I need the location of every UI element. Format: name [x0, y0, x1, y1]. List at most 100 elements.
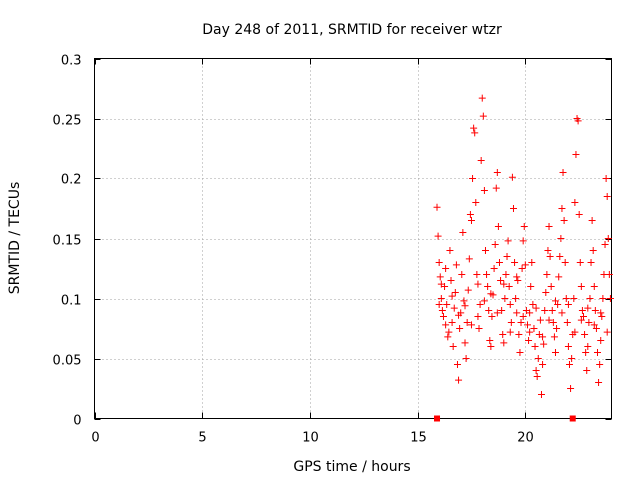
data-point [443, 301, 451, 308]
data-point [480, 187, 488, 194]
data-point [442, 321, 450, 329]
data-point [504, 237, 512, 245]
data-point [516, 349, 524, 356]
data-point [540, 340, 548, 348]
data-point [584, 343, 592, 350]
data-point [451, 289, 459, 296]
data-point [493, 169, 501, 176]
data-point [481, 247, 489, 254]
data-point [480, 297, 488, 305]
data-point [572, 151, 580, 158]
data-point [582, 349, 590, 356]
data-point [477, 157, 485, 164]
data-point [544, 247, 552, 254]
data-point [581, 331, 589, 338]
data-point [437, 295, 445, 302]
data-point [519, 313, 527, 320]
data-point [597, 309, 605, 317]
data-point [508, 173, 516, 181]
data-point [571, 199, 579, 206]
data-point [603, 328, 611, 336]
data-point [493, 309, 501, 317]
data-point [497, 277, 505, 284]
x-tick-label: 20 [517, 431, 534, 446]
zero-marker-point [434, 415, 441, 422]
data-point [455, 311, 463, 319]
data-point [453, 361, 461, 368]
data-point [513, 309, 521, 317]
data-point [556, 253, 564, 260]
data-point [530, 325, 538, 332]
data-point [474, 280, 482, 288]
data-point [478, 94, 486, 102]
data-point [465, 255, 473, 263]
data-point [483, 271, 491, 278]
data-point [511, 259, 519, 266]
y-tick-label: 0.25 [53, 114, 82, 129]
data-point [463, 319, 471, 326]
data-point [567, 385, 575, 392]
data-point [509, 205, 517, 212]
data-point [456, 325, 464, 332]
x-tick-label: 15 [410, 431, 427, 446]
data-point [539, 333, 547, 341]
data-point [459, 229, 467, 236]
data-point [464, 286, 472, 294]
data-point [450, 304, 458, 312]
data-point [470, 124, 478, 132]
data-point [507, 319, 515, 326]
data-point [448, 319, 456, 326]
data-point [521, 261, 529, 269]
data-point [461, 339, 469, 347]
data-point [506, 301, 514, 308]
data-point [435, 301, 443, 308]
data-point [545, 316, 553, 324]
data-point [520, 223, 528, 230]
data-point [539, 361, 547, 368]
data-point [532, 367, 540, 374]
data-point [554, 301, 562, 308]
data-point [589, 247, 597, 254]
data-point [491, 241, 499, 248]
data-point [559, 169, 567, 176]
data-point [597, 337, 605, 344]
data-point [495, 259, 503, 266]
x-axis-label: GPS time / hours [293, 459, 410, 475]
data-point [542, 289, 550, 296]
data-point [557, 235, 565, 242]
data-point [512, 295, 520, 302]
data-points [433, 94, 614, 422]
data-point [585, 319, 593, 326]
chart-title: Day 248 of 2011, SRMTID for receiver wtz… [202, 22, 502, 38]
y-tick-labels: 0 0.05 0.1 0.15 0.2 0.25 0.3 [53, 54, 82, 429]
data-point [529, 301, 537, 308]
data-point [591, 307, 599, 314]
data-point [531, 343, 539, 350]
data-point [596, 361, 604, 368]
data-point [494, 223, 502, 230]
data-point [460, 297, 468, 305]
y-tick-label: 0.3 [61, 54, 82, 69]
data-point [475, 325, 483, 332]
data-point [560, 217, 568, 224]
data-point [537, 391, 545, 398]
data-point [445, 328, 453, 336]
y-tick-label: 0.2 [61, 173, 82, 188]
data-point [523, 321, 531, 329]
data-point [485, 307, 493, 314]
data-point [601, 241, 609, 248]
data-point [476, 301, 484, 308]
data-point [549, 319, 557, 326]
data-point [545, 223, 553, 230]
data-point [472, 199, 480, 206]
data-point [590, 283, 598, 290]
data-point [599, 295, 607, 302]
data-point [602, 175, 610, 182]
data-point [547, 283, 555, 290]
data-point [448, 292, 456, 300]
data-point [588, 217, 596, 224]
data-point [458, 271, 466, 278]
data-point [455, 376, 463, 384]
data-point [471, 129, 479, 137]
data-point [515, 331, 523, 338]
